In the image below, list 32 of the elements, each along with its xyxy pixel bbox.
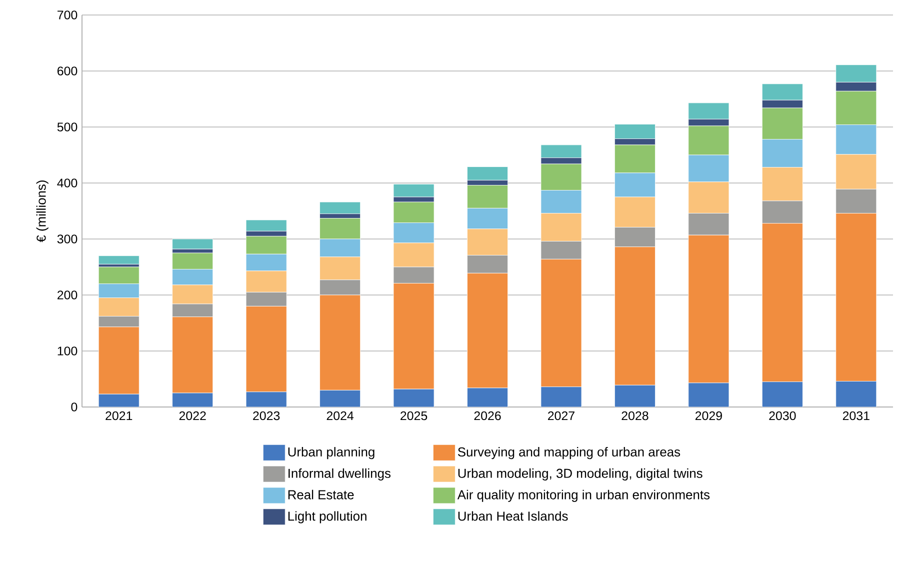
legend-label: Light pollution [288,511,366,524]
y-axis-title: € (millions) [36,180,48,242]
y-tick-label: 700 [58,10,78,20]
legend-label: Urban Heat Islands [458,511,568,521]
x-tick-label: 2028 [622,411,648,420]
y-tick-label: 200 [58,290,78,300]
bar [393,184,434,198]
bar [98,256,140,264]
x-tick-label: 2026 [474,411,501,420]
x-tick-label: 2025 [400,411,428,420]
x-tick-label: 2027 [548,411,574,420]
y-tick-label: 0 [71,402,78,412]
x-tick-label: 2030 [769,411,796,420]
x-tick-label: 2031 [842,411,870,420]
x-tick-label: 2024 [326,411,354,420]
legend-label: Urban planning [288,447,374,460]
y-tick-label: 100 [58,346,78,356]
x-tick-label: 2022 [179,411,206,420]
y-tick-label: 500 [57,122,78,132]
bar [320,202,361,214]
legend-label: Urban modeling, 3D modeling, digital twins [458,468,702,480]
x-tick-label: 2021 [106,411,132,420]
y-tick-label: 300 [57,234,78,244]
legend-label: Informal dwellings [288,468,391,480]
x-tick-label: 2029 [695,411,722,420]
legend-label: Surveying and mapping of urban areas [458,447,680,460]
legend-label: Air quality monitoring in urban environments [457,490,710,502]
y-tick-label: 600 [58,66,78,76]
y-tick-label: 400 [57,178,78,188]
x-tick-label: 2023 [253,411,280,420]
bar [172,238,214,250]
legend-label: Real Estate [288,490,354,500]
